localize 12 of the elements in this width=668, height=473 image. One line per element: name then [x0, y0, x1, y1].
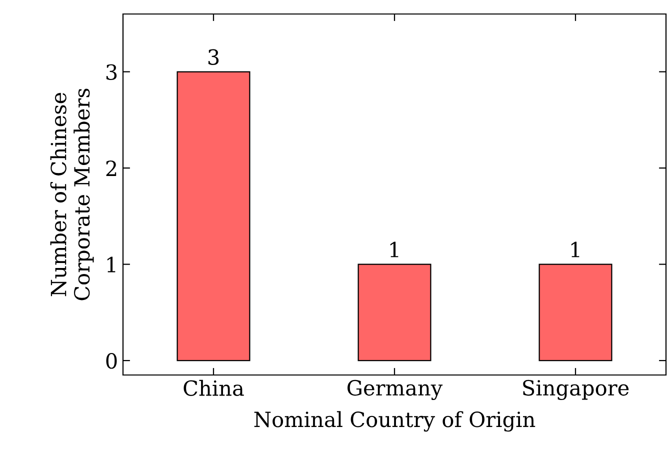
y-tick-label: 3	[106, 64, 117, 80]
x-tick-label: Singapore	[523, 380, 629, 400]
data-label: 3	[208, 49, 219, 65]
x-tick-label: China	[184, 380, 244, 396]
y-tick-label: 1	[107, 256, 116, 272]
y-tick-label: 0	[106, 353, 117, 369]
x-axis-title: Nominal Country of Origin	[254, 411, 536, 432]
data-label: 1	[571, 242, 580, 258]
y-axis-title: Number of Chinese Corporate Members	[50, 88, 94, 300]
data-label: 1	[390, 242, 398, 258]
y-tick-label: 2	[106, 160, 116, 176]
x-tick-label: Germany	[348, 380, 443, 400]
